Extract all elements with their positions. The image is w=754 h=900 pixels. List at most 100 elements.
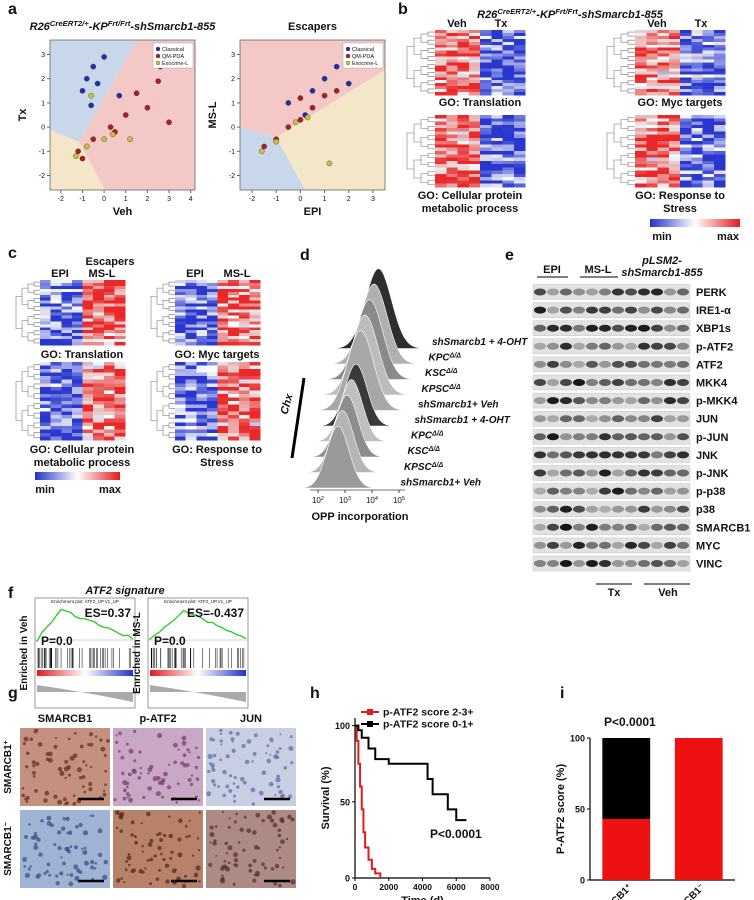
heatmap-cell <box>228 280 240 284</box>
nucleus <box>90 865 95 870</box>
heatmap-cell <box>646 53 658 57</box>
nucleus <box>81 847 84 851</box>
nucleus <box>157 845 162 851</box>
heatmap-cell <box>457 38 470 43</box>
heatmap-cell <box>175 291 186 296</box>
heatmap-cell <box>635 124 647 129</box>
text-part: -KP <box>536 9 556 21</box>
heatmap-cell <box>691 173 703 178</box>
heatmap-cell <box>50 288 62 293</box>
blot-band <box>677 415 689 423</box>
blot-band <box>547 541 559 549</box>
blot-band <box>664 523 676 531</box>
heatmap-cell <box>635 41 647 46</box>
heatmap-cell <box>657 118 670 122</box>
heatmap-cell <box>457 134 470 139</box>
heatmap-cell <box>249 288 261 293</box>
heatmap-cell <box>114 436 126 441</box>
y-tick-label: 100 <box>570 734 585 744</box>
nucleus <box>131 769 137 774</box>
heatmap-cell <box>93 309 105 313</box>
heatmap-cell <box>61 429 73 434</box>
blot-band <box>625 505 637 513</box>
nucleus <box>233 858 239 863</box>
heatmap-cell <box>103 321 115 325</box>
heatmap-cell <box>657 92 670 96</box>
nucleus <box>61 826 66 831</box>
nucleus <box>91 814 95 818</box>
heatmap-cell <box>513 77 526 81</box>
nucleus <box>290 879 296 885</box>
heatmap-cell <box>249 415 261 420</box>
sample-label: KPCΔ/Δ <box>429 352 462 364</box>
nucleus <box>207 769 211 774</box>
heatmap-cell <box>657 121 670 126</box>
heatmap-cell <box>446 164 458 168</box>
heatmap-cell <box>50 294 62 299</box>
point <box>88 92 94 99</box>
heatmap-cell <box>502 118 515 122</box>
point <box>285 100 292 106</box>
nucleus <box>170 850 174 854</box>
column-label: SMARCB1 <box>38 713 92 725</box>
heatmap-cell <box>217 333 229 337</box>
heatmap-cell <box>228 393 240 398</box>
heatmap-cell <box>702 147 715 152</box>
heatmap-cell <box>446 170 458 175</box>
heatmap-cell <box>185 425 197 430</box>
heatmap-cell <box>646 173 658 178</box>
blot-band <box>612 451 624 459</box>
nucleus <box>252 859 257 863</box>
blot-band <box>599 541 611 549</box>
nucleus <box>25 765 29 769</box>
heatmap-cell <box>480 118 492 122</box>
nucleus <box>23 736 29 742</box>
heatmap-cell <box>668 170 681 175</box>
heatmap-cell <box>468 86 481 90</box>
nucleus <box>177 852 183 858</box>
heatmap-cell <box>446 65 458 69</box>
nucleus <box>146 811 151 817</box>
nucleus <box>224 866 231 872</box>
heatmap-cell <box>71 282 83 287</box>
heatmap-cell <box>713 134 726 139</box>
heatmap-cell <box>713 59 726 63</box>
nucleus <box>196 755 201 760</box>
nucleus <box>53 843 57 847</box>
heatmap-cell <box>457 71 470 75</box>
heatmap-cell <box>491 173 503 178</box>
heatmap-cell <box>491 157 503 162</box>
heatmap-cell <box>71 312 83 316</box>
heatmap-cell <box>249 418 261 423</box>
heatmap-cell <box>635 118 647 122</box>
heatmap-cell <box>40 393 51 398</box>
heatmap-cell <box>50 342 62 346</box>
heatmap-cell <box>446 173 458 178</box>
heatmap-cell <box>713 83 726 87</box>
heatmap-cell <box>513 173 526 178</box>
heatmap-cell <box>103 336 115 340</box>
heatmap-cell <box>702 118 715 122</box>
heatmap-cell <box>713 147 726 152</box>
go-label: GO: Cellular protein <box>30 444 135 456</box>
heatmap-cell <box>491 86 503 90</box>
blot-band <box>664 451 676 459</box>
heatmap-cell <box>93 386 105 391</box>
nucleus <box>209 737 214 742</box>
heatmap-cell <box>217 436 229 441</box>
heatmap-cell <box>196 300 208 304</box>
legend-swatch <box>155 53 161 59</box>
blot-band <box>547 523 559 531</box>
nucleus <box>189 782 194 787</box>
heatmap-cell <box>702 83 715 87</box>
nucleus <box>57 799 63 805</box>
heatmap-cell <box>114 312 126 316</box>
heatmap-cell <box>196 294 208 299</box>
nucleus <box>88 781 93 787</box>
heatmap-cell <box>513 89 526 93</box>
heatmap-cell <box>103 318 115 322</box>
panel-label: a <box>8 1 17 18</box>
heatmap-cell <box>217 429 229 434</box>
heatmap-cell <box>71 309 83 313</box>
heatmap-cell <box>702 121 715 126</box>
